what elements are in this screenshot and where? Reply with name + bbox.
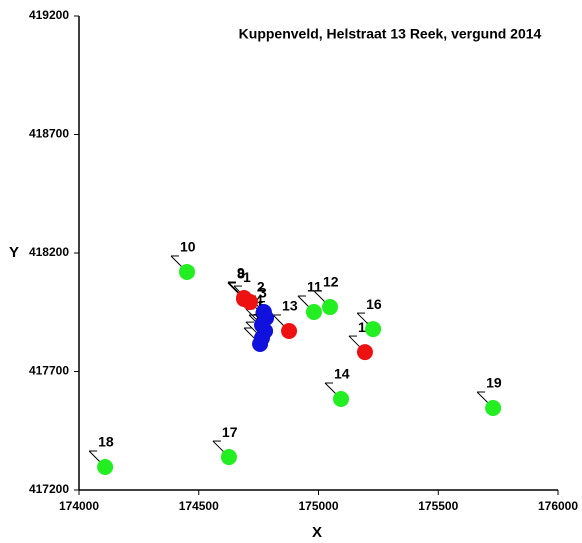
- point: [236, 290, 253, 307]
- x-tick-label: 174500: [179, 499, 219, 513]
- point: [365, 321, 382, 338]
- y-tick-label: 418700: [29, 127, 69, 141]
- point-label: 2: [257, 279, 265, 295]
- x-axis-label: X: [312, 524, 322, 541]
- point-label: 7: [253, 311, 261, 327]
- y-tick-label: 418200: [29, 245, 69, 259]
- y-axis-label: Y: [9, 244, 19, 261]
- point-label: 11: [307, 279, 322, 295]
- point-label: 14: [334, 366, 350, 382]
- y-tick-label: 417700: [29, 364, 69, 378]
- point-label: 4: [255, 292, 263, 308]
- point: [220, 449, 237, 466]
- x-tick-label: 174000: [59, 499, 99, 513]
- point: [356, 344, 373, 361]
- point-label: 8: [237, 266, 245, 282]
- point: [179, 263, 196, 280]
- point-label: 17: [222, 424, 238, 440]
- y-tick-label: 419200: [29, 8, 69, 22]
- point: [281, 322, 298, 339]
- point-label: 12: [323, 274, 339, 290]
- chart-title: Kuppenveld, Helstraat 13 Reek, vergund 2…: [239, 26, 542, 42]
- point: [97, 459, 114, 476]
- point-label: 9: [237, 265, 245, 281]
- x-tick-label: 175000: [298, 499, 338, 513]
- point-label: 16: [366, 296, 382, 312]
- point: [485, 399, 502, 416]
- point-label: 10: [180, 239, 196, 255]
- y-tick-label: 417200: [29, 482, 69, 496]
- point: [333, 390, 350, 407]
- point-label: 18: [98, 434, 114, 450]
- x-tick-label: 176000: [538, 499, 578, 513]
- point-label: 3: [259, 285, 267, 301]
- point: [321, 299, 338, 316]
- point: [305, 304, 322, 321]
- point: [252, 336, 269, 353]
- point-label: 19: [486, 375, 502, 391]
- point-label: 13: [282, 298, 298, 314]
- point-label: 1: [243, 269, 251, 285]
- x-tick-label: 175500: [418, 499, 458, 513]
